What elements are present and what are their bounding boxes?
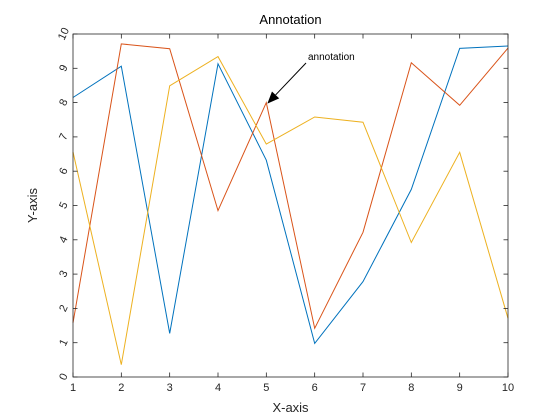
y-axis-title: Y-axis xyxy=(25,188,40,223)
annotation-text: annotation xyxy=(308,52,355,63)
series-line-1 xyxy=(72,45,509,345)
y-tick-label: 1 xyxy=(57,337,70,348)
series-line-3 xyxy=(72,55,509,365)
x-tick-label: 2 xyxy=(118,382,124,394)
plot-area xyxy=(73,34,508,377)
y-tick-label: 6 xyxy=(57,166,70,177)
x-tick-label: 9 xyxy=(457,382,463,394)
x-tick-label: 10 xyxy=(502,382,514,394)
annotation-arrow-shaft xyxy=(275,62,307,96)
y-tick-label: 9 xyxy=(57,63,70,74)
y-tick-label: 0 xyxy=(57,372,70,383)
y-tick-label: 5 xyxy=(57,200,70,211)
annotation-layer: annotation xyxy=(267,52,355,104)
y-tick-label: 4 xyxy=(57,234,70,245)
y-tick-label: 2 xyxy=(57,303,70,314)
y-tick-label: 3 xyxy=(57,269,70,280)
x-tick-label: 7 xyxy=(360,382,366,394)
y-tick-label: 7 xyxy=(57,132,70,143)
x-tick-label: 5 xyxy=(263,382,269,394)
annotation-arrow-head xyxy=(267,91,280,104)
x-tick-label: 8 xyxy=(408,382,414,394)
chart-title: Annotation xyxy=(259,12,321,27)
y-tick-label: 10 xyxy=(56,26,72,42)
x-tick-label: 6 xyxy=(312,382,318,394)
x-axis-title: X-axis xyxy=(272,400,309,415)
x-tick-label: 3 xyxy=(167,382,173,394)
series-line-2 xyxy=(72,43,509,330)
series-layer xyxy=(72,43,509,365)
x-tick-label: 1 xyxy=(70,382,76,394)
y-tick-label: 8 xyxy=(57,97,70,108)
x-tick-label: 4 xyxy=(215,382,221,394)
